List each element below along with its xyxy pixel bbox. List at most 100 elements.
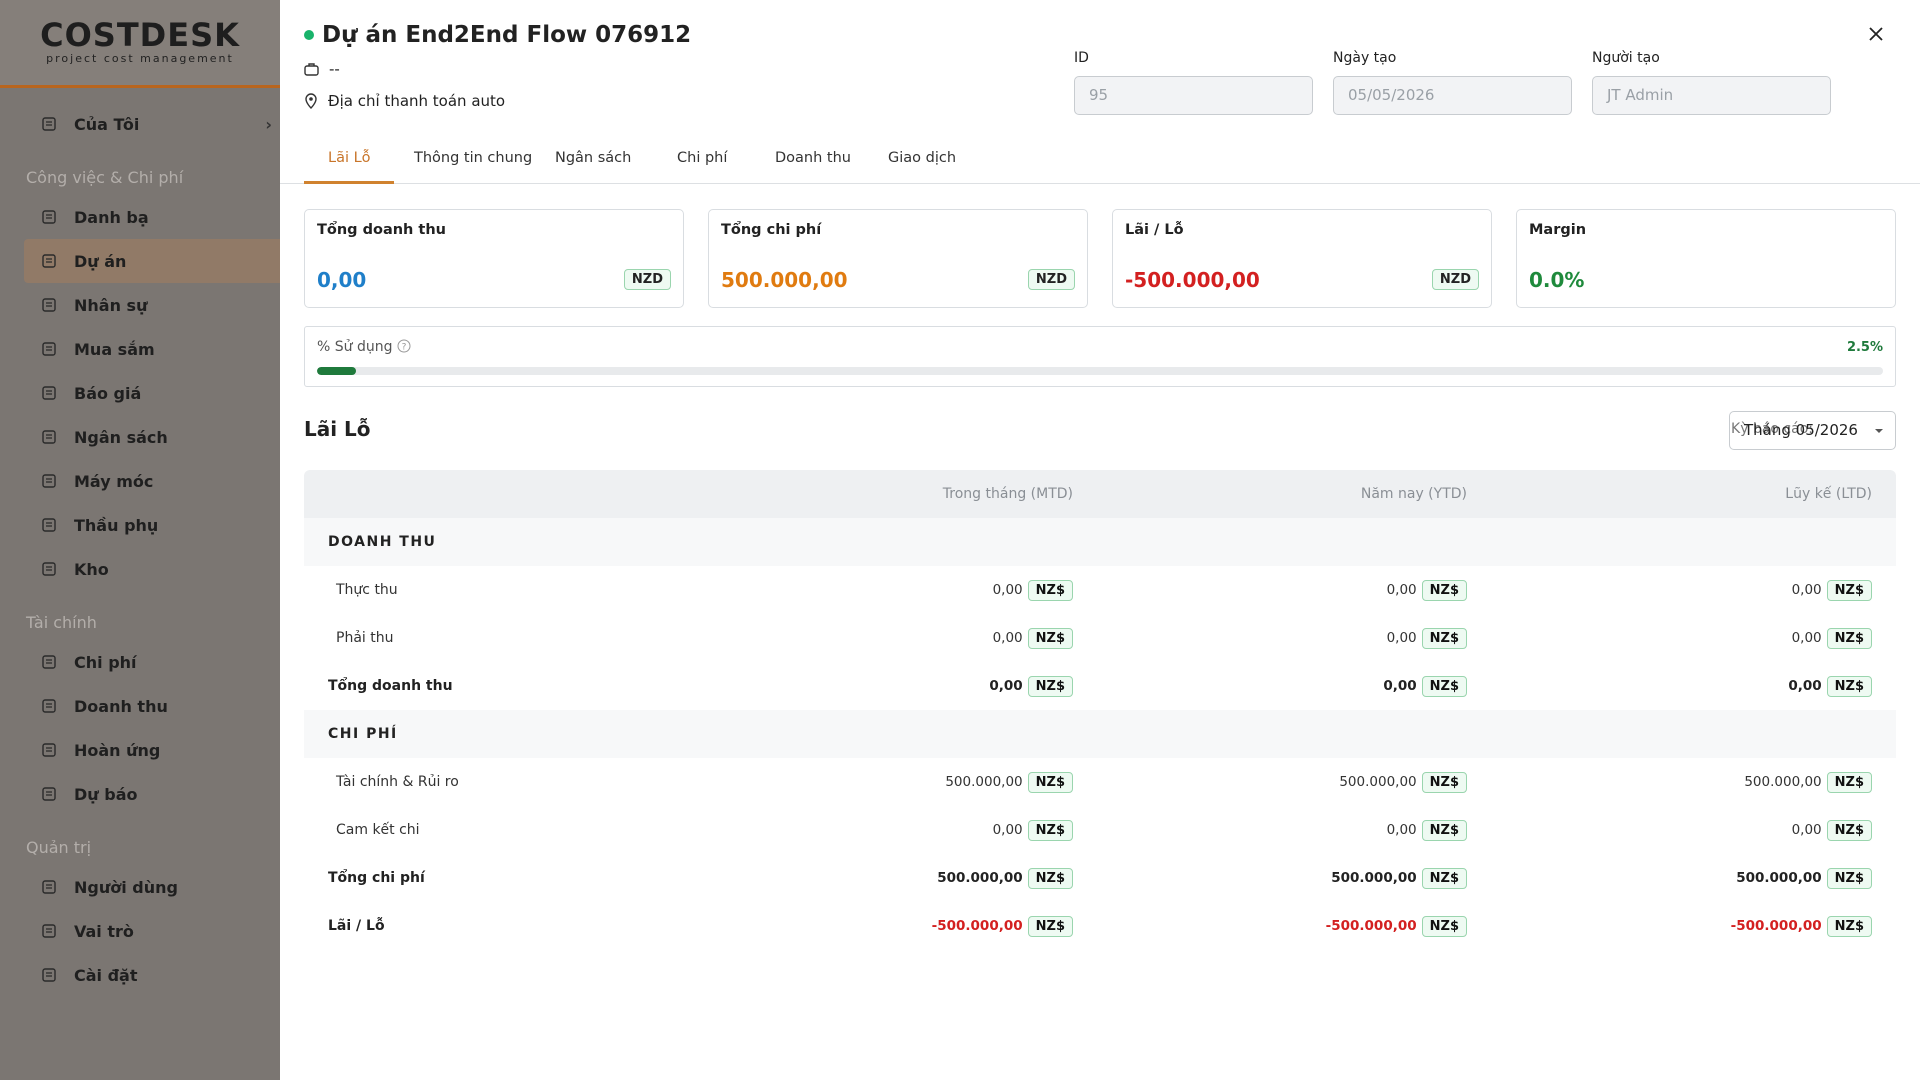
nav-icon <box>42 430 56 444</box>
nav-item[interactable]: Cài đặt <box>24 953 280 997</box>
logo-tagline: project cost management <box>46 52 234 65</box>
cell-value: -500.000,00 <box>931 918 1023 934</box>
period-label: Kỳ báo cáo: <box>1640 421 1920 437</box>
cell: 0,00 NZ$ <box>1467 579 1872 601</box>
field-input: 95 <box>1074 76 1313 115</box>
row-label: Tổng chi phí <box>328 870 425 886</box>
nav-item[interactable]: Người dùng <box>24 865 280 909</box>
item-row: Cam kết chi 0,00 NZ$ 0,00 NZ$ 0,00 NZ$ <box>304 806 1896 854</box>
project-drawer: Dự án End2End Flow 076912 -- Địa chỉ tha… <box>280 0 1920 1080</box>
currency-badge: NZ$ <box>1027 915 1073 937</box>
cell: 500.000,00 NZ$ <box>679 867 1073 889</box>
nav-icon <box>42 699 56 713</box>
sidebar: COSTDESK project cost management Của Tôi… <box>0 0 280 1080</box>
row-label: Tài chính & Rủi ro <box>336 774 459 790</box>
nav-item[interactable]: Ngân sách <box>24 415 280 459</box>
nav-label: Cài đặt <box>74 965 138 985</box>
currency-badge: NZ$ <box>1826 771 1872 793</box>
usage-bar <box>317 367 357 375</box>
tab[interactable]: Lãi Lỗ <box>328 150 371 166</box>
nav-group-title: Quản trị <box>26 838 92 857</box>
nav-item[interactable]: Danh bạ <box>24 195 280 239</box>
cell: 500.000,00 NZ$ <box>1467 771 1872 793</box>
cell-value: 0,00 <box>992 582 1023 598</box>
card-value: -500.000,00 <box>1125 268 1260 292</box>
summary-card: Margin 0.0% <box>1516 209 1896 308</box>
cell-value: 0,00 <box>989 678 1023 694</box>
cell-value: 500.000,00 <box>1744 774 1822 790</box>
cell-value: 0,00 <box>1791 582 1822 598</box>
cell: 0,00 NZ$ <box>679 675 1073 697</box>
total-row: Tổng chi phí 500.000,00 NZ$ 500.000,00 NZ$ 50… <box>304 854 1896 902</box>
nav-item[interactable]: Kho <box>24 547 280 591</box>
nav-label: Ngân sách <box>74 427 168 447</box>
tab[interactable]: Doanh thu <box>775 150 851 166</box>
usage-box: % Sử dụng ? 2.5% <box>304 326 1896 387</box>
nav-label: Mua sắm <box>74 339 155 359</box>
currency-badge: NZD <box>1431 269 1479 290</box>
nav-item[interactable]: Dự án <box>24 239 280 283</box>
tab[interactable]: Giao dịch <box>888 150 957 166</box>
nav-item[interactable]: Nhân sự <box>24 283 280 327</box>
currency-badge: NZD <box>623 269 671 290</box>
section-title: CHI PHÍ <box>328 726 398 742</box>
period-select[interactable]: Tháng 05/2026 <box>1729 411 1896 450</box>
tab[interactable]: Ngân sách <box>555 150 632 166</box>
nav-label: Hoàn ứng <box>74 740 161 760</box>
header-field: ID 95 <box>1074 50 1313 115</box>
nav-icon <box>42 655 56 669</box>
nav-icon <box>42 386 56 400</box>
nav-icon <box>42 474 56 488</box>
cell: 0,00 NZ$ <box>1467 675 1872 697</box>
currency-badge: NZ$ <box>1027 867 1073 889</box>
nav-item[interactable]: Dự báo <box>24 772 280 816</box>
cell: 0,00 NZ$ <box>1467 819 1872 841</box>
nav-item[interactable]: Mua sắm <box>24 327 280 371</box>
item-row: Thực thu 0,00 NZ$ 0,00 NZ$ 0,00 NZ$ <box>304 566 1896 614</box>
header-field: Ngày tạo 05/05/2026 <box>1333 50 1572 115</box>
cell-value: -500.000,00 <box>1730 918 1822 934</box>
nav-item[interactable]: Của Tôi › <box>24 102 280 146</box>
nav-icon <box>42 924 56 938</box>
summary-card: Lãi / Lỗ -500.000,00 NZD <box>1112 209 1492 308</box>
nav-item[interactable]: Báo giá <box>24 371 280 415</box>
currency-badge: NZ$ <box>1027 819 1073 841</box>
column-header: Năm nay (YTD) <box>1360 486 1467 502</box>
table-header: Trong tháng (MTD) Năm nay (YTD) Lũy kế (LT… <box>304 470 1896 518</box>
card-value: 500.000,00 <box>721 268 848 292</box>
nav-icon <box>42 880 56 894</box>
nav-item[interactable]: Máy móc <box>24 459 280 503</box>
cell: 500.000,00 NZ$ <box>1073 867 1467 889</box>
section-row: CHI PHÍ <box>304 710 1896 758</box>
nav-item[interactable]: Vai trò <box>24 909 280 953</box>
nav-label: Báo giá <box>74 383 142 403</box>
currency-badge: NZ$ <box>1421 579 1467 601</box>
row-label: Phải thu <box>336 630 394 646</box>
sidebar-nav: Của Tôi › Công việc & Chi phí Danh bạ Dự án N… <box>0 88 280 997</box>
field-label: Người tạo <box>1592 50 1660 66</box>
nav-item[interactable]: Doanh thu <box>24 684 280 728</box>
total-row: Tổng doanh thu 0,00 NZ$ 0,00 NZ$ 0,00 NZ$ <box>304 662 1896 710</box>
nav-label: Dự báo <box>74 784 138 804</box>
currency-badge: NZ$ <box>1826 819 1872 841</box>
nav-group-title: Tài chính <box>26 613 97 632</box>
cell-value: 500.000,00 <box>1331 870 1417 886</box>
close-button[interactable] <box>1868 26 1884 42</box>
cell: 500.000,00 NZ$ <box>1467 867 1872 889</box>
pnl-title: Lãi Lỗ <box>304 417 371 441</box>
nav-label: Dự án <box>74 251 127 271</box>
cell: 0,00 NZ$ <box>1073 675 1467 697</box>
cell: 0,00 NZ$ <box>679 627 1073 649</box>
section-title: DOANH THU <box>328 534 437 550</box>
project-subtitle: -- <box>304 60 340 78</box>
project-title: Dự án End2End Flow 076912 <box>304 22 691 48</box>
cell: 0,00 NZ$ <box>1073 819 1467 841</box>
nav-item[interactable]: Thầu phụ <box>24 503 280 547</box>
nav-item[interactable]: Hoàn ứng <box>24 728 280 772</box>
tab[interactable]: Thông tin chung <box>414 150 533 166</box>
nav-label: Của Tôi <box>74 114 140 134</box>
card-value: 0,00 <box>317 268 367 292</box>
nav-item[interactable]: Chi phí <box>24 640 280 684</box>
tab[interactable]: Chi phí <box>677 150 728 166</box>
